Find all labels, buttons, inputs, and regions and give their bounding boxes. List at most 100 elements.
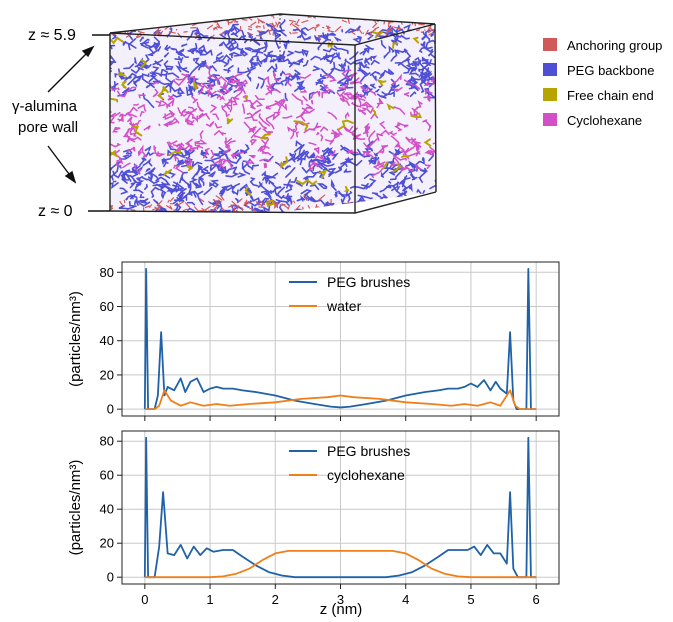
molecule-strand: [253, 40, 261, 46]
molecule-strand: [152, 80, 161, 84]
molecule-strand: [338, 190, 346, 203]
molecule-strand: [299, 73, 312, 79]
molecule-strand: [137, 150, 143, 157]
molecule-strand: [202, 147, 210, 159]
molecule-strand: [219, 185, 229, 193]
molecule-strand: [407, 150, 421, 157]
molecule-strand: [300, 151, 310, 161]
molecule-strand: [127, 168, 138, 175]
molecule-strand: [388, 180, 392, 184]
molecule-strand: [191, 95, 198, 104]
molecule-strand: [361, 85, 369, 95]
molecule-strand: [110, 98, 119, 103]
molecule-strand: [362, 107, 374, 115]
molecule-strand: [247, 159, 255, 165]
molecule-strand: [187, 48, 194, 55]
molecule-strand: [187, 207, 197, 213]
molecule-strand: [156, 200, 163, 207]
z-top-label: z ≈ 5.9: [28, 27, 76, 44]
molecule-strand: [218, 158, 230, 165]
molecule-strand: [320, 134, 324, 142]
molecule-strand: [168, 149, 182, 157]
molecule-strand: [372, 22, 378, 29]
molecule-strand: [162, 86, 167, 92]
molecule-strand: [133, 189, 144, 194]
molecule-strand: [343, 158, 354, 165]
molecule-strand: [192, 181, 203, 189]
molecule-strand: [369, 90, 377, 96]
molecule-strand: [289, 21, 294, 26]
y-axis-label: (particles/nm³): [67, 291, 84, 387]
molecule-strand: [231, 189, 239, 196]
molecule-strand: [141, 73, 150, 84]
molecule-strand: [418, 23, 425, 26]
molecule-strand: [322, 167, 337, 174]
molecule-strand: [185, 108, 198, 121]
molecule-strand: [340, 146, 350, 151]
molecule-strand: [110, 143, 122, 148]
molecule-strand: [170, 47, 183, 57]
molecule-strand: [386, 103, 395, 111]
molecule-strand: [254, 94, 265, 101]
molecule-strand: [227, 37, 238, 45]
molecule-strand: [348, 51, 359, 61]
molecule-strand: [403, 92, 410, 97]
molecule-strand: [365, 29, 369, 36]
molecule-strand: [111, 81, 119, 93]
molecule-strand: [339, 94, 349, 102]
molecule-strand: [394, 148, 403, 156]
molecule-strand: [322, 47, 337, 53]
molecule-strand: [110, 181, 119, 190]
molecule-strand: [145, 150, 154, 158]
molecule-strand: [137, 30, 145, 34]
molecule-strand: [239, 48, 249, 57]
molecule-strand: [357, 108, 367, 112]
molecule-strand: [244, 95, 249, 100]
molecule-strand: [293, 120, 309, 131]
molecule-strand: [222, 81, 226, 87]
molecule-strand: [421, 34, 428, 41]
molecule-strand: [314, 122, 322, 129]
molecule-strand: [424, 146, 436, 154]
molecule-strand: [143, 125, 151, 131]
molecule-strand: [404, 183, 413, 193]
molecule-strand: [308, 26, 315, 31]
water-density-chart: 0 20 40 60 80 (particles/nm³) PEG brushes water: [67, 261, 560, 421]
molecule-strand: [152, 207, 159, 211]
molecule-strand: [299, 194, 306, 202]
molecule-strand: [156, 29, 162, 33]
molecule-strand: [194, 144, 204, 149]
molecule-strand: [128, 200, 137, 207]
legend-label-2: water: [326, 298, 362, 314]
molecule-strand: [123, 63, 135, 70]
molecule-strand: [350, 72, 358, 78]
molecule-strand: [221, 207, 225, 212]
molecule-strand: [209, 181, 217, 188]
molecule-strand: [166, 98, 175, 108]
molecule-strand: [401, 175, 408, 188]
molecule-strand: [231, 205, 240, 213]
molecule-strand: [145, 82, 155, 89]
molecule-strand: [317, 73, 327, 82]
molecule-strand: [112, 170, 123, 179]
molecule-strand: [226, 23, 239, 34]
molecule-strand: [334, 25, 342, 32]
y-tick-label: 40: [100, 333, 114, 348]
molecule-strand: [390, 28, 393, 32]
molecule-strand: [288, 19, 296, 23]
molecule-strand: [364, 126, 371, 138]
legend-label-3: Free chain end: [567, 88, 654, 103]
molecule-strand: [293, 200, 296, 204]
molecule-strand: [142, 157, 153, 167]
molecule-strand: [204, 159, 215, 163]
molecule-strand: [333, 36, 342, 42]
y-tick-label: 80: [100, 434, 114, 449]
legend-label-2: PEG backbone: [567, 63, 654, 78]
molecule-strand: [127, 38, 137, 51]
molecule-strand: [173, 189, 184, 201]
molecule-strand: [333, 45, 349, 55]
molecule-strand: [423, 80, 431, 87]
molecule-strand: [243, 99, 254, 106]
molecule-strand: [205, 91, 221, 98]
